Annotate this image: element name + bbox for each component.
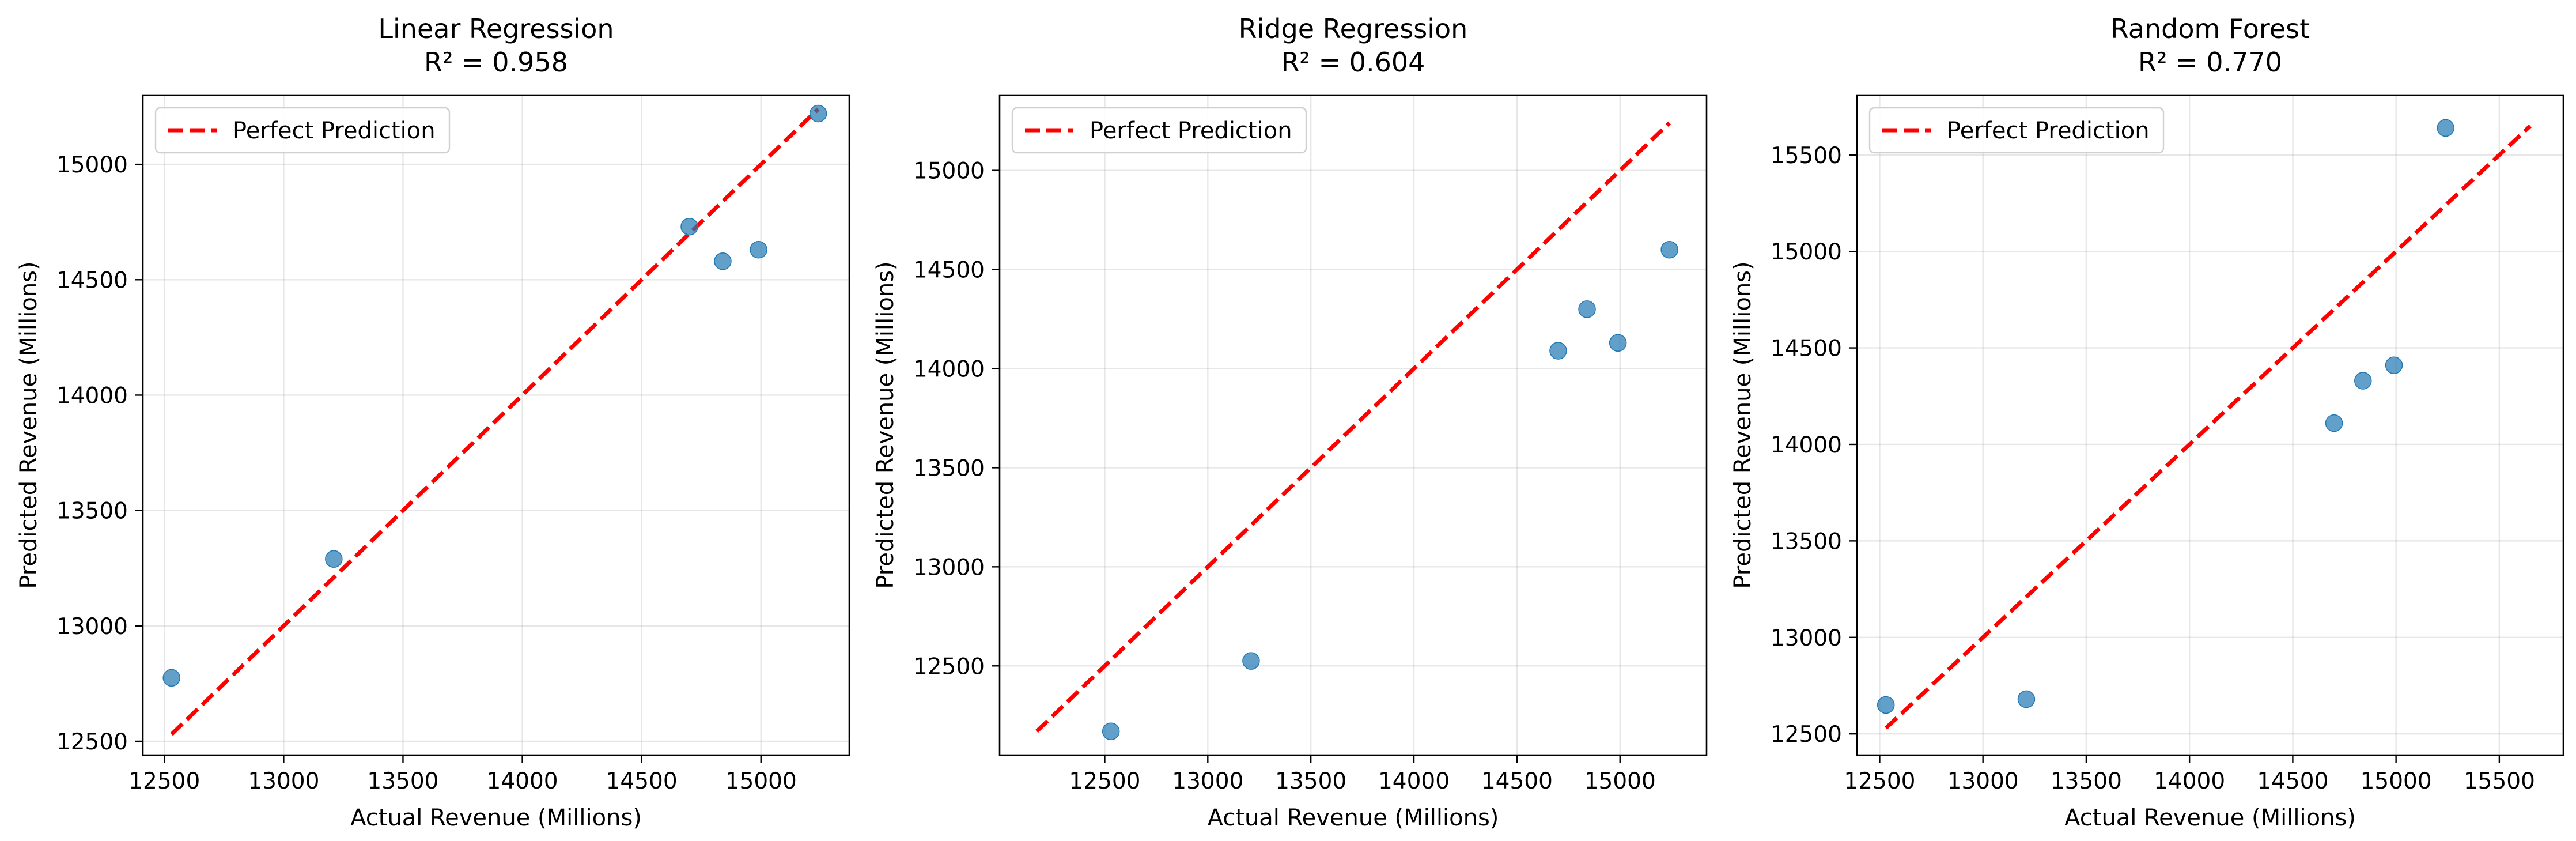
x-axis: 12500 13000 13500 14000 14500 15000 (1069, 755, 1656, 794)
x-tick-label: 14000 (1378, 768, 1450, 794)
y-tick-label: 14000 (913, 357, 985, 383)
y-tick-label: 13500 (1771, 529, 1842, 555)
y-tick-label: 14500 (1771, 336, 1842, 362)
x-tick-label: 13000 (1947, 768, 2019, 794)
data-point (2437, 119, 2454, 137)
x-tick-label: 13500 (1275, 768, 1346, 794)
x-tick-label: 12500 (1844, 768, 1915, 794)
grid (1000, 95, 1707, 755)
y-tick-label: 15000 (913, 159, 985, 184)
x-tick-label: 13500 (367, 768, 438, 794)
axes-frame (998, 94, 1708, 756)
chart-subtitle: R² = 0.604 (1281, 47, 1425, 78)
x-tick-label: 13500 (2051, 768, 2122, 794)
y-tick-label: 15000 (56, 152, 128, 178)
y-tick-label: 13000 (56, 614, 128, 640)
y-tick-label: 12500 (56, 729, 128, 755)
data-point (1660, 240, 1678, 259)
data-point (750, 240, 767, 259)
x-axis-label: Actual Revenue (Millions) (2064, 805, 2356, 831)
legend: Perfect Prediction (1011, 107, 1307, 154)
x-tick-label: 14000 (2154, 768, 2225, 794)
y-tick-label: 12500 (913, 654, 985, 680)
data-point (1609, 334, 1627, 352)
chart-subtitle: R² = 0.770 (2138, 47, 2282, 78)
y-axis: 12500 13000 13500 14000 14500 15000 15500 (1771, 143, 1857, 748)
legend-label: Perfect Prediction (233, 118, 436, 144)
data-point (2325, 414, 2343, 432)
chart-subtitle: R² = 0.958 (424, 47, 568, 78)
y-tick-label: 13500 (913, 455, 985, 481)
y-axis: 12500 13000 13500 14000 14500 15000 (56, 152, 143, 755)
data-point (2017, 690, 2036, 708)
data-point (1242, 652, 1260, 670)
x-tick-label: 12500 (128, 768, 200, 794)
axes-frame (1856, 94, 2564, 756)
grid (1857, 95, 2563, 755)
x-tick-label: 14500 (606, 768, 678, 794)
subplot-2: 12500 13000 13500 14000 14500 15000 12500 13000… (872, 13, 1708, 831)
data-point (162, 669, 180, 687)
subplot-3: 12500 13000 13500 14000 14500 15000 1550012500… (1730, 13, 2564, 831)
y-tick-label: 14000 (1771, 432, 1842, 458)
x-tick-label: 15000 (2361, 768, 2432, 794)
x-tick-label: 13000 (248, 768, 319, 794)
data-point (2385, 356, 2403, 374)
x-axis: 12500 13000 13500 14000 14500 15000 15500 (1844, 755, 2535, 794)
y-tick-label: 15000 (1771, 239, 1842, 265)
x-tick-label: 13000 (1172, 768, 1243, 794)
scatter-points (162, 104, 827, 687)
scatter-points (1877, 119, 2454, 714)
chart-title: Ridge Regression (1239, 13, 1468, 44)
y-axis-label: Predicted Revenue (Millions) (872, 261, 899, 589)
perfect-prediction-line (170, 107, 820, 736)
legend: Perfect Prediction (1868, 107, 2165, 154)
y-tick-label: 13000 (913, 555, 985, 580)
legend-box (154, 107, 451, 154)
y-tick-label: 15500 (1771, 143, 1842, 169)
y-axis-label: Predicted Revenue (Millions) (16, 261, 42, 589)
y-tick-label: 14500 (913, 258, 985, 284)
data-point (325, 550, 343, 568)
x-axis: 12500 13000 13500 14000 14500 15000 (128, 755, 797, 794)
x-tick-label: 14500 (1481, 768, 1553, 794)
x-tick-label: 14500 (2257, 768, 2328, 794)
legend-label: Perfect Prediction (1090, 118, 1292, 144)
x-axis-label: Actual Revenue (Millions) (350, 805, 642, 831)
data-point (2354, 372, 2372, 390)
scatter-points (1102, 240, 1678, 740)
y-axis-label: Predicted Revenue (Millions) (1730, 261, 1756, 589)
x-tick-label: 14000 (487, 768, 558, 794)
chart-title: Linear Regression (378, 13, 614, 44)
x-tick-label: 15500 (2464, 768, 2535, 794)
data-point (1102, 722, 1120, 740)
axes-frame (142, 94, 850, 756)
x-tick-label: 15000 (725, 768, 797, 794)
grid (143, 95, 849, 755)
legend: Perfect Prediction (154, 107, 451, 154)
data-point (1877, 696, 1895, 714)
y-tick-label: 14000 (56, 383, 128, 409)
y-tick-label: 12500 (1771, 722, 1842, 748)
x-axis-label: Actual Revenue (Millions) (1208, 805, 1499, 831)
data-point (680, 217, 698, 236)
data-point (809, 104, 827, 123)
data-point (714, 252, 732, 270)
legend-box (1011, 107, 1307, 154)
y-axis: 12500 13000 13500 14000 14500 15000 (913, 159, 1000, 680)
data-point (1578, 300, 1596, 318)
perfect-prediction-line (1884, 125, 2532, 730)
y-tick-label: 13000 (1771, 625, 1842, 651)
subplot-1: 12500 13000 13500 14000 14500 15000 12500 13000… (16, 13, 850, 831)
perfect-prediction-line (1035, 121, 1671, 733)
y-tick-label: 14500 (56, 267, 128, 293)
x-tick-label: 12500 (1069, 768, 1140, 794)
x-tick-label: 15000 (1584, 768, 1656, 794)
legend-label: Perfect Prediction (1947, 118, 2150, 144)
chart-title: Random Forest (2110, 13, 2310, 44)
data-point (1549, 342, 1567, 360)
y-tick-label: 13500 (56, 499, 128, 525)
legend-box (1868, 107, 2165, 154)
